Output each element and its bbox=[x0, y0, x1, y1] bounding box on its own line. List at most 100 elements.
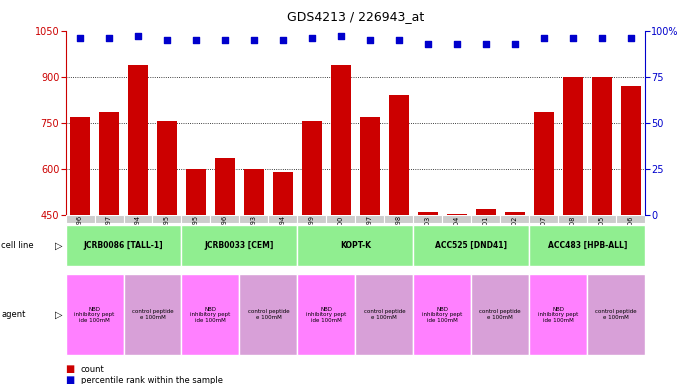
Text: GSM518495: GSM518495 bbox=[164, 215, 170, 255]
Point bbox=[132, 33, 144, 39]
Text: NBD
inhibitory pept
ide 100mM: NBD inhibitory pept ide 100mM bbox=[75, 306, 115, 323]
Bar bbox=[471, 215, 500, 223]
Text: NBD
inhibitory pept
ide 100mM: NBD inhibitory pept ide 100mM bbox=[306, 306, 346, 323]
Text: ACC483 [HPB-ALL]: ACC483 [HPB-ALL] bbox=[547, 241, 627, 250]
Bar bbox=[273, 172, 293, 353]
Text: GSM518497: GSM518497 bbox=[106, 215, 112, 255]
Bar bbox=[446, 214, 467, 353]
Bar bbox=[181, 274, 239, 356]
Bar bbox=[587, 215, 616, 223]
Bar bbox=[239, 274, 297, 356]
Bar bbox=[331, 65, 351, 353]
Text: GSM542397: GSM542397 bbox=[367, 215, 373, 255]
Text: ■: ■ bbox=[66, 364, 75, 374]
Text: GSM518494: GSM518494 bbox=[135, 215, 141, 255]
Bar bbox=[66, 215, 95, 223]
Text: GSM518496: GSM518496 bbox=[77, 215, 83, 255]
Point bbox=[104, 35, 115, 41]
Point bbox=[393, 37, 404, 43]
Bar bbox=[500, 215, 529, 223]
Text: GSM542394: GSM542394 bbox=[280, 215, 286, 255]
Text: GSM542399: GSM542399 bbox=[309, 215, 315, 255]
Text: GSM542406: GSM542406 bbox=[628, 215, 633, 256]
Bar bbox=[181, 215, 210, 223]
Bar bbox=[239, 215, 268, 223]
Text: GSM542404: GSM542404 bbox=[454, 215, 460, 256]
Text: control peptide
e 100mM: control peptide e 100mM bbox=[364, 310, 405, 320]
Bar bbox=[297, 215, 326, 223]
Point bbox=[75, 35, 86, 41]
Bar bbox=[268, 215, 297, 223]
Bar bbox=[215, 158, 235, 353]
Bar bbox=[591, 77, 612, 353]
Point bbox=[480, 41, 491, 47]
Bar bbox=[66, 274, 124, 356]
Bar bbox=[533, 112, 554, 353]
Bar bbox=[124, 215, 152, 223]
Text: count: count bbox=[81, 365, 104, 374]
Text: KOPT-K: KOPT-K bbox=[340, 241, 371, 250]
Text: percentile rank within the sample: percentile rank within the sample bbox=[81, 376, 223, 384]
Bar bbox=[210, 215, 239, 223]
Bar bbox=[355, 215, 384, 223]
Text: GSM542398: GSM542398 bbox=[396, 215, 402, 255]
Point bbox=[509, 41, 520, 47]
Point bbox=[422, 41, 433, 47]
Bar bbox=[417, 212, 438, 353]
Text: GSM542400: GSM542400 bbox=[338, 215, 344, 256]
Text: GSM542401: GSM542401 bbox=[483, 215, 489, 255]
Point bbox=[451, 41, 462, 47]
Text: NBD
inhibitory pept
ide 100mM: NBD inhibitory pept ide 100mM bbox=[538, 306, 578, 323]
Text: JCRB0086 [TALL-1]: JCRB0086 [TALL-1] bbox=[83, 241, 164, 250]
Text: GSM542395: GSM542395 bbox=[193, 215, 199, 255]
Text: GDS4213 / 226943_at: GDS4213 / 226943_at bbox=[287, 10, 424, 23]
Bar bbox=[471, 274, 529, 356]
Bar bbox=[475, 209, 496, 353]
Point bbox=[219, 37, 230, 43]
Bar bbox=[504, 212, 525, 353]
Point bbox=[248, 37, 259, 43]
Point bbox=[567, 35, 578, 41]
Bar bbox=[326, 215, 355, 223]
Bar bbox=[587, 274, 645, 356]
Bar bbox=[620, 86, 641, 353]
Text: GSM542403: GSM542403 bbox=[425, 215, 431, 255]
Text: GSM542402: GSM542402 bbox=[512, 215, 518, 256]
Bar bbox=[70, 117, 90, 353]
Bar bbox=[529, 215, 558, 223]
Bar bbox=[157, 121, 177, 353]
Text: GSM542407: GSM542407 bbox=[541, 215, 546, 256]
Bar bbox=[442, 215, 471, 223]
Text: GSM542408: GSM542408 bbox=[570, 215, 575, 256]
Text: control peptide
e 100mM: control peptide e 100mM bbox=[132, 310, 173, 320]
Bar bbox=[413, 225, 529, 266]
Bar bbox=[413, 215, 442, 223]
Point bbox=[161, 37, 172, 43]
Text: ACC525 [DND41]: ACC525 [DND41] bbox=[435, 241, 507, 250]
Bar bbox=[558, 215, 587, 223]
Bar bbox=[66, 225, 181, 266]
Text: GSM542405: GSM542405 bbox=[599, 215, 604, 256]
Point bbox=[538, 35, 549, 41]
Bar bbox=[297, 274, 355, 356]
Point bbox=[625, 35, 636, 41]
Text: ■: ■ bbox=[66, 375, 75, 384]
Text: NBD
inhibitory pept
ide 100mM: NBD inhibitory pept ide 100mM bbox=[422, 306, 462, 323]
Text: control peptide
e 100mM: control peptide e 100mM bbox=[480, 310, 521, 320]
Bar bbox=[388, 95, 409, 353]
Bar bbox=[529, 225, 645, 266]
Text: GSM542393: GSM542393 bbox=[251, 215, 257, 255]
Text: GSM542396: GSM542396 bbox=[222, 215, 228, 255]
Bar bbox=[99, 112, 119, 353]
Text: NBD
inhibitory pept
ide 100mM: NBD inhibitory pept ide 100mM bbox=[190, 306, 230, 323]
Bar bbox=[302, 121, 322, 353]
Bar bbox=[128, 65, 148, 353]
Bar bbox=[181, 225, 297, 266]
Point bbox=[596, 35, 607, 41]
Bar bbox=[616, 215, 645, 223]
Text: ▷: ▷ bbox=[55, 310, 62, 320]
Bar bbox=[186, 169, 206, 353]
Text: agent: agent bbox=[1, 310, 26, 319]
Bar bbox=[95, 215, 124, 223]
Bar bbox=[355, 274, 413, 356]
